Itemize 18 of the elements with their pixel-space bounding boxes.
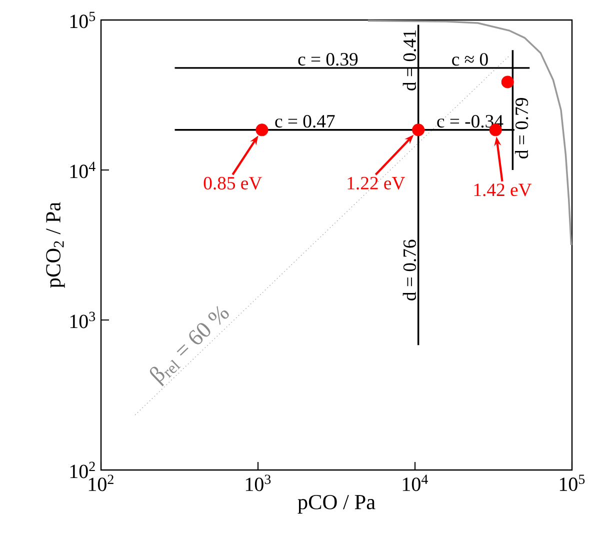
annotation: 1.42 eV xyxy=(474,184,532,196)
annotation: d = 0.79 xyxy=(514,98,528,158)
y-tick-label: 10$^{3}$ xyxy=(70,312,96,328)
x-tick-label: 10$^{4}$ xyxy=(402,474,428,492)
annotation: c ≈ 0 xyxy=(452,53,488,66)
annotation: 0.85 eV xyxy=(204,176,262,190)
annotation: d = 0.76 xyxy=(402,240,416,300)
x-tick-label: 10$^{3}$ xyxy=(246,474,271,492)
annotation: c = -0.34 xyxy=(437,114,504,128)
annotation: 1.22 eV xyxy=(348,176,405,190)
x-axis-title: pCO / Pa xyxy=(298,494,376,514)
text: β$_{rel}$ = 60 % xyxy=(150,306,229,386)
annotation: c = 0.39 xyxy=(298,52,358,66)
annotation: c = 0.47 xyxy=(275,114,335,128)
y-axis-title: pCO$_{2}$ / Pa xyxy=(46,202,65,288)
x-tick-label: 10$^{5}$ xyxy=(560,474,585,492)
y-tick-label: 10$^{4}$ xyxy=(70,162,96,178)
y-tick-label: 10$^{5}$ xyxy=(70,12,96,28)
